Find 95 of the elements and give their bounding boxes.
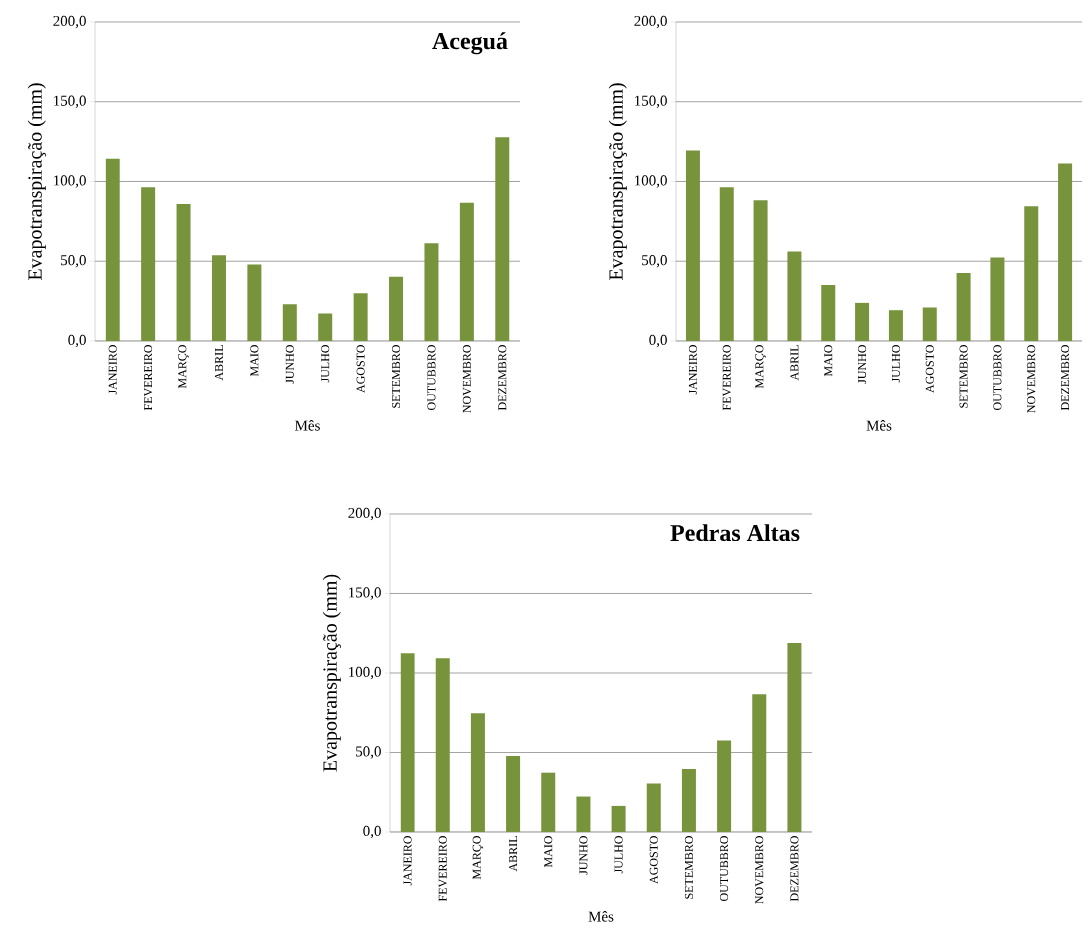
bar (470, 713, 485, 832)
x-tick-label: MAIO (250, 345, 259, 377)
x-tick-label: OUTUBBRO (427, 345, 436, 411)
y-axis-title: Evapotranspiração (mm) (27, 83, 46, 281)
x-tick-label: AGOSTO (649, 836, 658, 884)
y-tick-label: 150,0 (349, 587, 381, 600)
bar (1024, 206, 1039, 341)
y-tick-label: 50,0 (356, 746, 381, 759)
bar (105, 158, 120, 341)
x-tick-label: MAIO (544, 836, 553, 868)
bar (506, 755, 521, 832)
y-axis-title: Evapotranspiração (mm) (608, 83, 627, 281)
x-tick-label: SETEMBRO (959, 345, 968, 408)
bar (752, 694, 767, 832)
y-tick-label: 50,0 (61, 255, 86, 268)
x-tick-label: ABRIL (790, 345, 799, 381)
bar (681, 769, 696, 832)
x-tick-label: ABRIL (214, 345, 223, 381)
x-axis-title: Mês (866, 420, 892, 431)
x-tick-label: SETEMBRO (684, 836, 693, 899)
y-tick-label: 150,0 (635, 95, 667, 108)
x-tick-label: JANEIRO (108, 345, 117, 395)
x-tick-label: AGOSTO (356, 345, 365, 393)
x-tick-label: JUNHO (579, 836, 588, 875)
y-tick-label: 100,0 (635, 175, 667, 188)
bar (821, 285, 836, 341)
x-tick-label: NOVEMBRO (462, 345, 471, 413)
bar (141, 187, 156, 341)
y-tick-label: 0,0 (649, 334, 667, 348)
x-tick-label: AGOSTO (925, 345, 934, 393)
x-tick-label: JUNHO (858, 345, 867, 384)
x-tick-label: JULHO (891, 345, 900, 383)
y-tick-label: 0,0 (68, 334, 86, 348)
x-tick-label: DEZEMBRO (1061, 345, 1070, 411)
y-tick-label: 200,0 (53, 15, 86, 29)
bar (888, 310, 903, 341)
y-tick-label: 150,0 (54, 95, 86, 108)
y-tick-label: 200,0 (348, 507, 381, 521)
bar (685, 150, 700, 341)
bar (495, 137, 510, 341)
x-axis-title: Mês (588, 911, 614, 922)
bar (541, 772, 556, 832)
y-axis-title: Evapotranspiração (mm) (322, 574, 341, 772)
bar (400, 653, 415, 832)
x-tick-label: JANEIRO (688, 345, 697, 395)
bar (318, 313, 333, 341)
bar (435, 658, 450, 832)
x-tick-label: SETEMBRO (392, 345, 401, 408)
x-tick-label: NOVEMBRO (755, 836, 764, 904)
x-tick-label: MARÇO (472, 836, 484, 880)
bar (424, 243, 439, 341)
x-tick-label: FEVEREIRO (722, 345, 731, 411)
y-tick-label: 100,0 (54, 175, 86, 188)
x-tick-label: JULHO (614, 836, 623, 874)
x-tick-label: OUTUBBRO (720, 836, 729, 902)
bar (787, 642, 802, 832)
x-tick-label: JULHO (321, 345, 330, 383)
bar (459, 202, 474, 341)
chart-title: Pedras Altas (670, 524, 800, 542)
x-axis-title: Mês (295, 420, 320, 431)
bar (956, 273, 971, 341)
y-tick-label: 0,0 (363, 825, 381, 839)
bar (576, 796, 591, 832)
x-tick-label: DEZEMBRO (498, 345, 507, 411)
y-tick-label: 200,0 (634, 15, 667, 29)
x-tick-label: ABRIL (509, 836, 518, 872)
bar (646, 783, 661, 832)
x-tick-label: DEZEMBRO (790, 836, 799, 902)
x-tick-label: MAIO (824, 345, 833, 377)
x-tick-label: JANEIRO (403, 836, 412, 886)
bar (787, 251, 802, 341)
x-tick-label: FEVEREIRO (438, 836, 447, 902)
bar (719, 187, 734, 341)
x-tick-label: JUNHO (285, 345, 294, 384)
bar (176, 203, 191, 341)
bar (990, 257, 1005, 341)
x-tick-label: MARÇO (178, 345, 189, 389)
y-tick-label: 50,0 (642, 255, 667, 268)
bar (855, 302, 870, 341)
bar (922, 307, 937, 341)
bar (389, 276, 404, 341)
bar (611, 805, 626, 832)
y-tick-label: 100,0 (349, 666, 381, 680)
x-tick-label: FEVEREIRO (144, 345, 153, 411)
x-tick-label: NOVEMBRO (1027, 345, 1036, 413)
x-tick-label: MARÇO (755, 345, 766, 389)
bar (211, 255, 226, 341)
bar (1058, 163, 1073, 341)
bar (282, 304, 297, 341)
x-tick-label: OUTUBBRO (993, 345, 1002, 411)
chart-title: Aceguá (432, 32, 508, 55)
bar (247, 264, 262, 341)
bar (717, 740, 732, 832)
bar (353, 293, 368, 341)
bar (753, 200, 768, 341)
